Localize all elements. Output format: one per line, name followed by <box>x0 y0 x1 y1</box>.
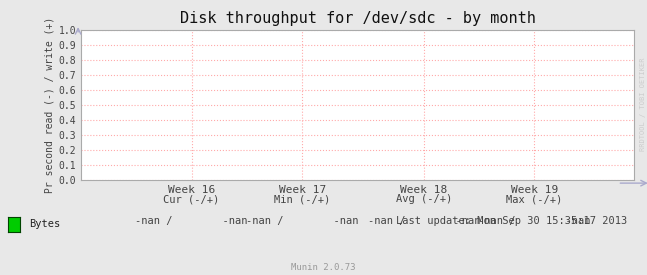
Text: Munin 2.0.73: Munin 2.0.73 <box>291 263 356 271</box>
Text: Last update: Mon Sep 30 15:35:17 2013: Last update: Mon Sep 30 15:35:17 2013 <box>397 216 628 226</box>
Text: -nan /        -nan: -nan / -nan <box>478 216 591 226</box>
Y-axis label: Pr second read (-) / write (+): Pr second read (-) / write (+) <box>44 17 54 193</box>
Text: Max (-/+): Max (-/+) <box>507 194 563 204</box>
Title: Disk throughput for /dev/sdc - by month: Disk throughput for /dev/sdc - by month <box>179 11 536 26</box>
Text: -nan /        -nan: -nan / -nan <box>135 216 248 226</box>
Text: Cur (-/+): Cur (-/+) <box>164 194 219 204</box>
Text: Bytes: Bytes <box>29 219 60 229</box>
Text: Avg (-/+): Avg (-/+) <box>396 194 452 204</box>
Text: -nan /        -nan: -nan / -nan <box>246 216 358 226</box>
Text: Min (-/+): Min (-/+) <box>274 194 330 204</box>
Text: -nan /        -nan: -nan / -nan <box>367 216 480 226</box>
Text: RRDTOOL / TOBI OETIKER: RRDTOOL / TOBI OETIKER <box>640 58 646 151</box>
